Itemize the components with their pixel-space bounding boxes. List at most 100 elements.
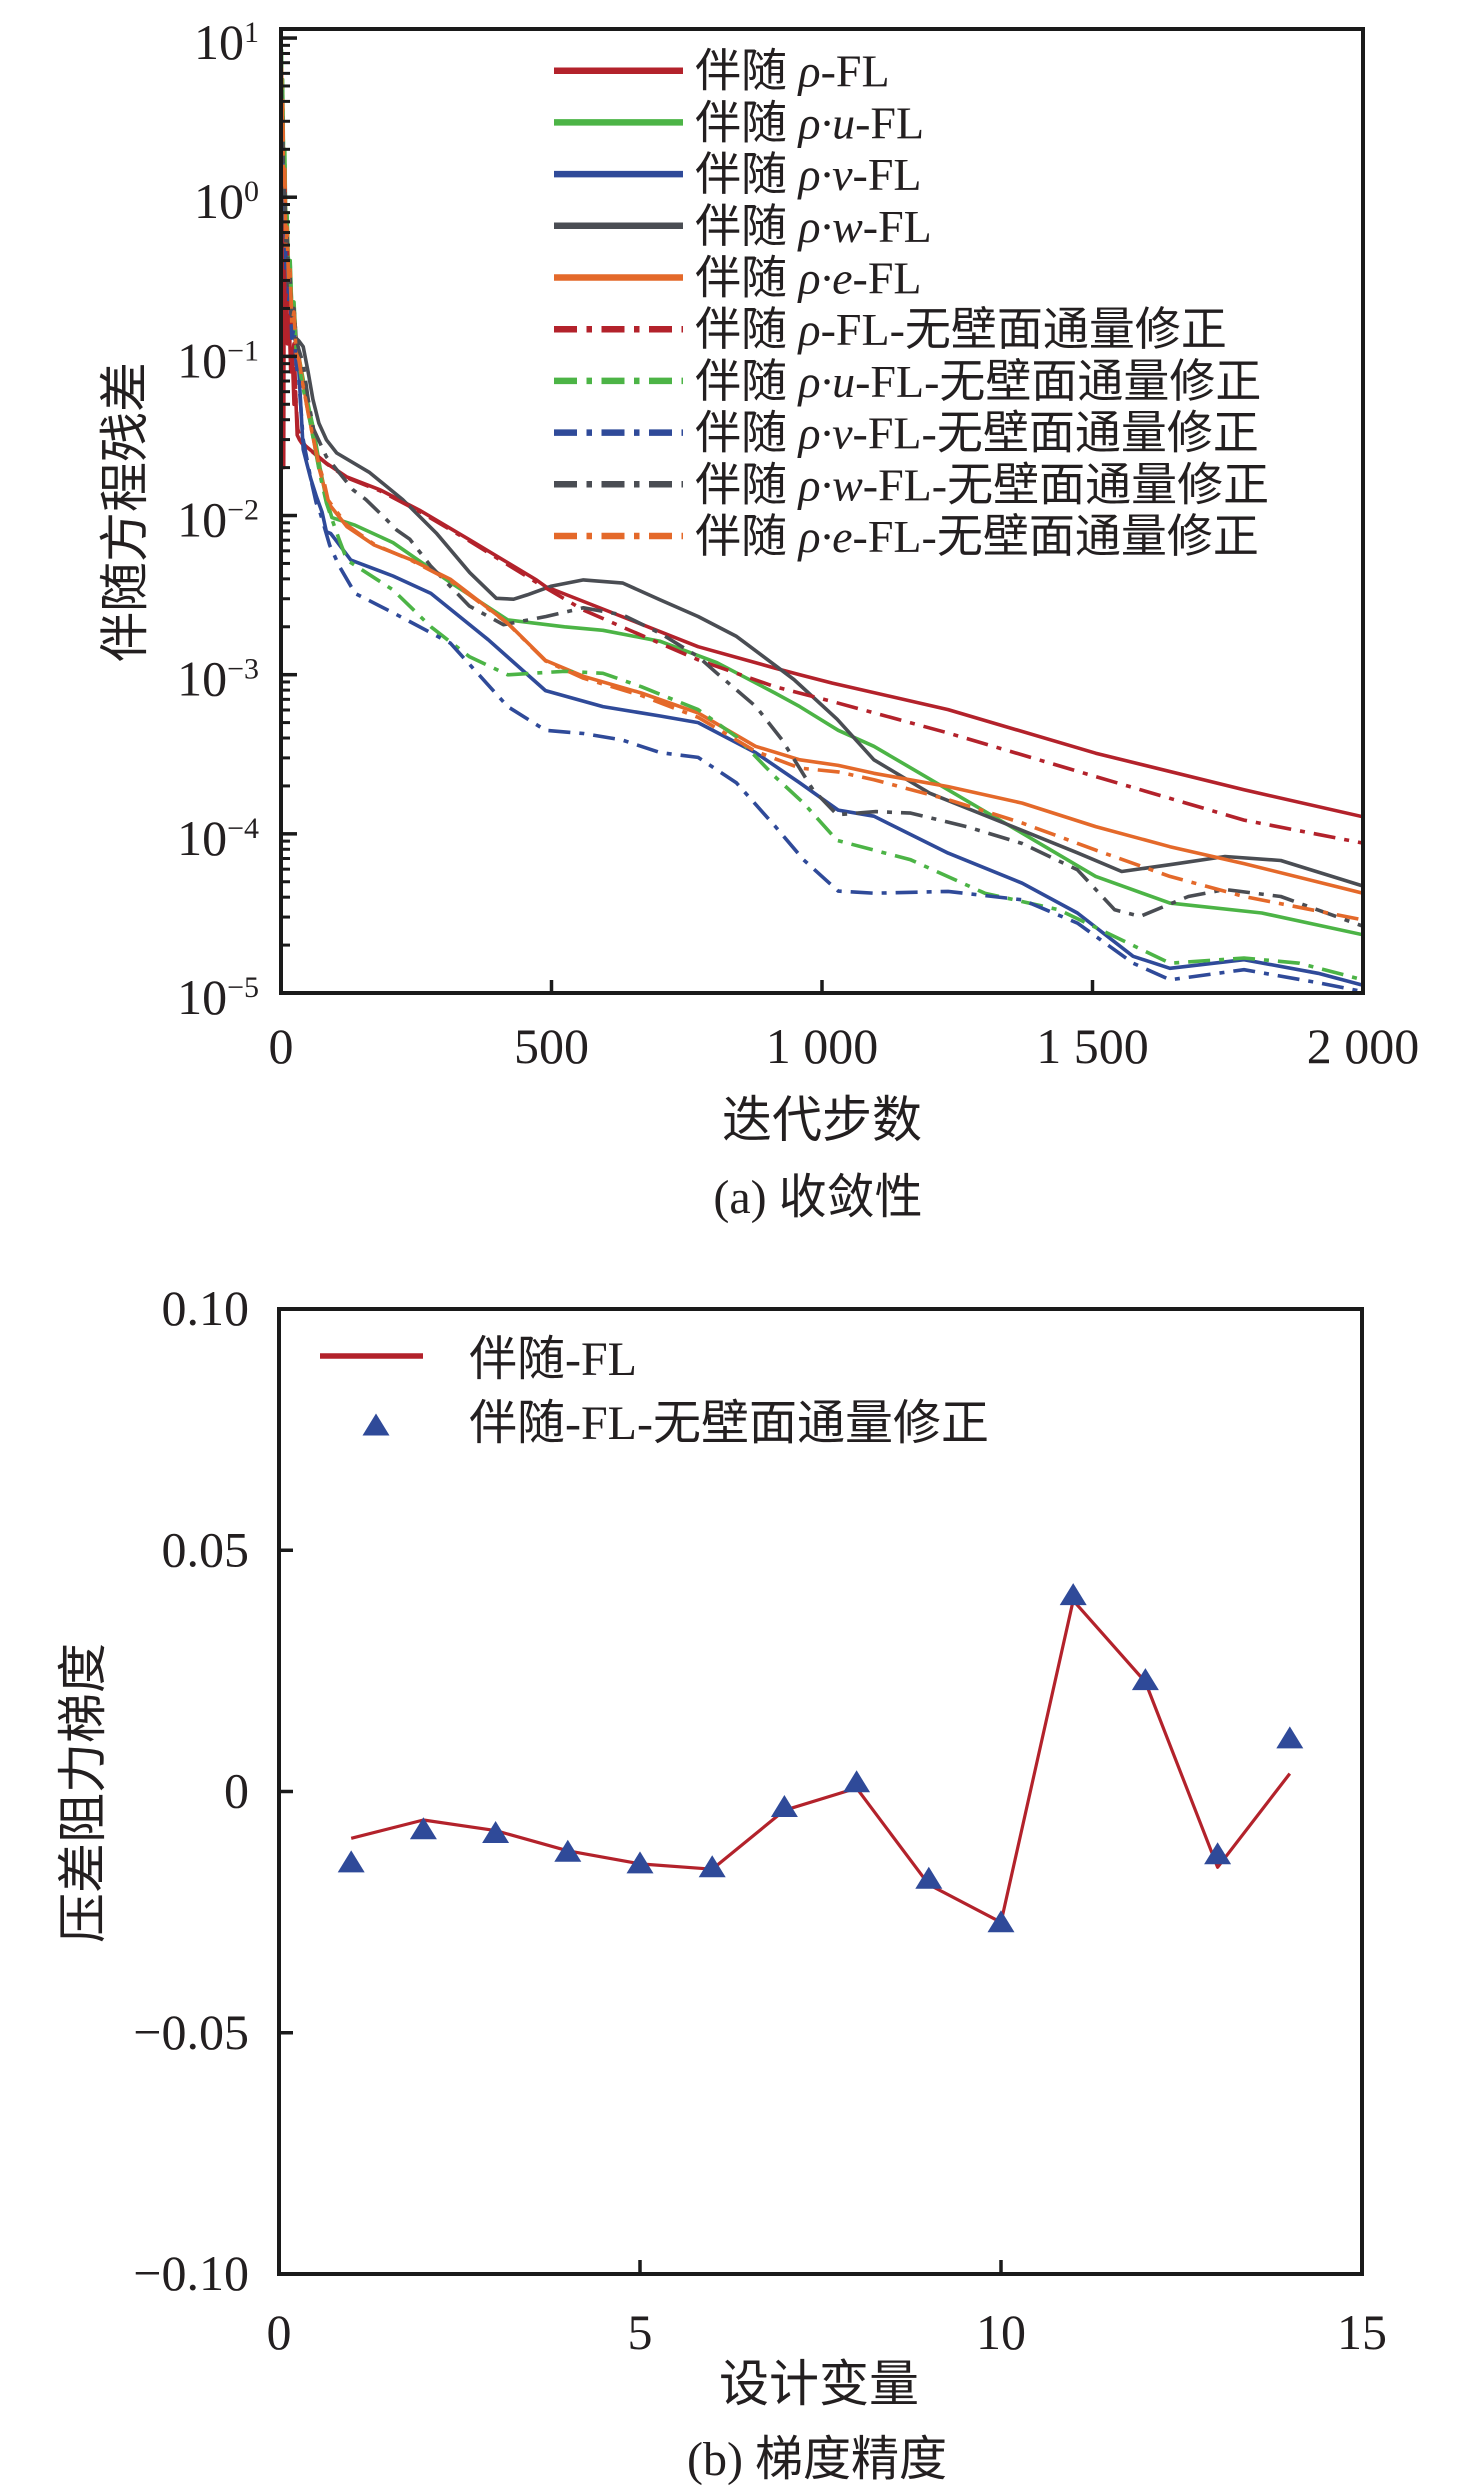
plot-a-caption: (a) 收敛性 [713,1171,922,1224]
x-tick-label: 10 [976,2304,1026,2360]
plot-a-y-axis-title: 伴随方程残差 [97,362,153,662]
legend-label: 伴随-FL [469,1333,637,1386]
legend-label-suffix: -FL [855,97,924,148]
x-tick-label: 500 [514,1018,589,1074]
legend-label: 伴随 ρ·u-FL-无壁面通量修正 [695,356,1261,407]
legend-item: 伴随 ρ·w-FL-无壁面通量修正 [554,459,1269,510]
legend-label: 伴随 ρ-FL [695,46,890,97]
legend-label-var: ρ·v [797,408,854,459]
legend-label-suffix: -FL [821,46,890,97]
y-tick-label: 0.05 [162,1521,250,1577]
plot-b-series-group [337,1583,1304,1933]
legend-label-suffix: -FL-无壁面通量修正 [853,408,1259,459]
plot-a-x-axis-title: 迭代步数 [722,1092,922,1148]
panel-b-gradient-accuracy-chart: 0.10 0.05 0 −0.05 −0.10 0 5 10 15 伴随-FL 伴随-FL-无壁面… [55,1280,1387,2486]
y-tick-label: 101 [194,14,259,70]
legend-label-prefix: 伴随 [695,356,799,407]
data-point-triangle-no-wall-flux-correction [698,1855,726,1878]
legend-label: 伴随 ρ·w-FL [695,201,932,252]
legend-item: 伴随 ρ·v-FL [554,149,922,200]
legend-label: 伴随 ρ·e-FL-无壁面通量修正 [695,511,1259,562]
data-point-triangle-no-wall-flux-correction [626,1851,654,1874]
legend-label: 伴随 ρ·e-FL [695,253,922,304]
legend-label-var: ρ·w [797,459,864,510]
x-tick-label: 0 [267,2304,292,2360]
x-tick-label: 1 500 [1036,1018,1149,1074]
plot-b-caption: (b) 梯度精度 [687,2433,947,2486]
legend-label-suffix: -FL-无壁面通量修正 [855,356,1261,407]
data-point-triangle-no-wall-flux-correction [1131,1668,1159,1691]
legend-label-prefix: 伴随 [695,149,799,200]
data-point-triangle-no-wall-flux-correction [554,1839,582,1862]
legend-swatch-triangle [362,1413,390,1436]
legend-label-prefix: 伴随 [695,304,799,355]
plot-b-ticks: 0.10 0.05 0 −0.05 −0.10 0 5 10 15 [133,1280,1387,2360]
legend-item: 伴随-FL [320,1333,637,1386]
y-tick-label-base: 10 [194,14,244,70]
legend-label-suffix: -FL-无壁面通量修正 [853,511,1259,562]
x-tick-label: 1 000 [766,1018,879,1074]
legend-label-var: ρ·v [797,149,854,200]
legend-label-suffix: -FL [863,201,932,252]
legend-label-prefix: 伴随 [695,201,799,252]
data-point-triangle-no-wall-flux-correction [1204,1842,1232,1865]
y-tick-label: 10−2 [177,492,259,548]
series-line-rho-v-fl-no-wall-flux-correction [281,121,1363,993]
legend-item: 伴随 ρ·e-FL [554,253,922,304]
legend-label-suffix: -FL-无壁面通量修正 [863,459,1269,510]
legend-label-prefix: 伴随 [695,511,799,562]
y-tick-label-exponent: 0 [244,175,259,208]
series-line-rho-e-fl-no-wall-flux-correction [281,67,1363,922]
x-tick-label: 2 000 [1307,1018,1420,1074]
plot-a-series-group [281,49,1363,993]
y-tick-label-base: 10 [177,651,227,707]
x-tick-label: 5 [628,2304,653,2360]
plot-b-y-axis-title: 压差阻力梯度 [55,1643,111,1943]
data-point-triangle-no-wall-flux-correction [482,1821,510,1843]
plot-b-legend: 伴随-FL 伴随-FL-无壁面通量修正 [320,1333,989,1450]
legend-label-suffix: -FL [853,253,922,304]
plot-b-x-axis-title: 设计变量 [719,2356,919,2412]
legend-label: 伴随 ρ·v-FL [695,149,922,200]
y-tick-label: 10−4 [177,810,259,866]
legend-item: 伴随 ρ·u-FL [554,97,924,148]
legend-label-suffix: -FL [853,149,922,200]
legend-label-var: ρ [797,46,821,97]
y-tick-label-base: 10 [177,332,227,388]
data-point-triangle-no-wall-flux-correction [337,1850,365,1873]
legend-label-var: ρ·u [797,356,856,407]
y-tick-label: 10−1 [177,332,259,388]
data-point-triangle-no-wall-flux-correction [409,1817,437,1840]
x-tick-label: 0 [269,1018,294,1074]
y-tick-label-exponent: −1 [227,334,259,367]
data-point-triangle-no-wall-flux-correction [987,1910,1015,1933]
data-point-triangle-no-wall-flux-correction [1276,1726,1304,1749]
y-tick-label-base: 10 [194,173,244,229]
y-tick-label-base: 10 [177,810,227,866]
series-line-adjoint-fl [350,1598,1292,1924]
x-tick-label: 15 [1337,2304,1387,2360]
y-tick-label: −0.05 [133,2004,249,2060]
y-tick-label-exponent: −4 [227,812,259,845]
legend-item: 伴随 ρ-FL [554,46,890,97]
legend-label: 伴随 ρ-FL-无壁面通量修正 [695,304,1227,355]
legend-label-var: ρ·e [797,511,853,562]
y-tick-label: 0 [224,1763,249,1819]
legend-item: 伴随 ρ·u-FL-无壁面通量修正 [554,356,1261,407]
legend-label-var: ρ·u [797,97,856,148]
y-tick-label-base: 10 [177,969,227,1025]
legend-item: 伴随 ρ·w-FL [554,201,932,252]
data-point-triangle-no-wall-flux-correction [1059,1583,1087,1606]
y-tick-label-exponent: −2 [227,494,259,527]
data-point-triangle-no-wall-flux-correction [770,1795,798,1817]
legend-label-var: ρ·e [797,253,853,304]
legend-label: 伴随-FL-无壁面通量修正 [469,1397,989,1450]
y-tick-label-exponent: 1 [244,16,259,49]
legend-label-prefix: 伴随 [695,253,799,304]
legend-label-var: ρ·w [797,201,864,252]
legend-label: 伴随 ρ·u-FL [695,97,924,148]
